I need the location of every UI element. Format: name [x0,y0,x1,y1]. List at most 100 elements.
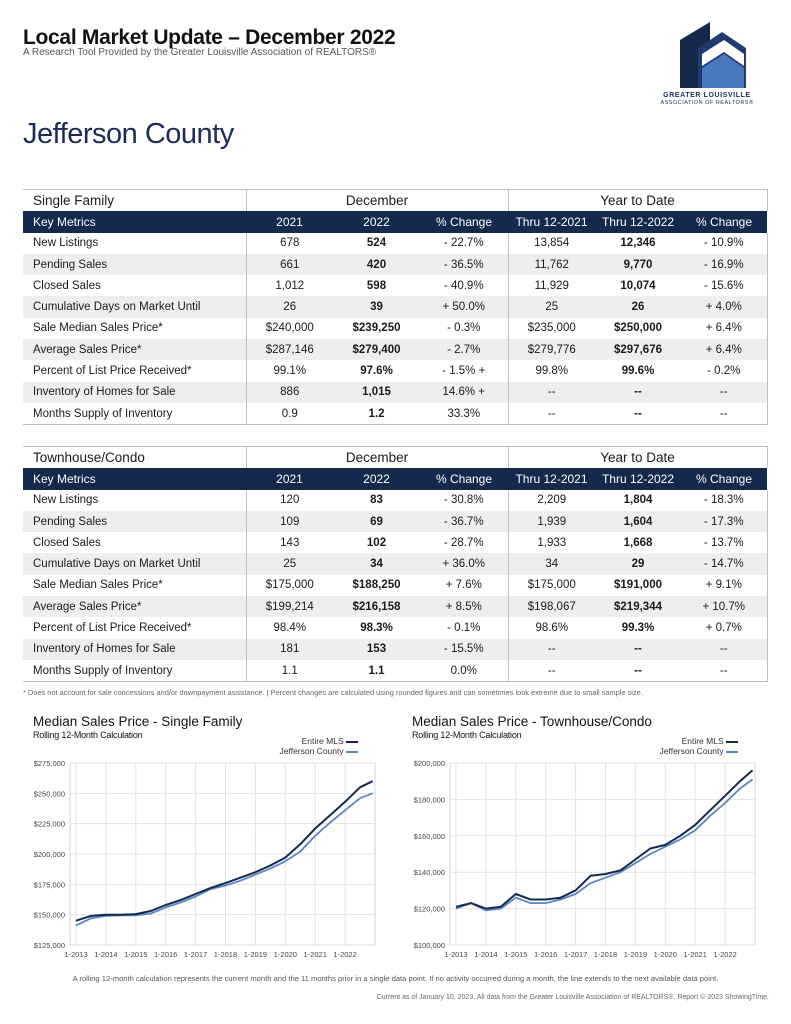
section-title: Townhouse/Condo [23,446,246,469]
column-header: 2021 [246,468,333,490]
metric-value: $198,067 [507,596,595,618]
metric-value: 1.1 [246,659,333,683]
metric-value: 83 [370,494,383,507]
y-tick-label: $250,000 [34,789,65,798]
metric-value: + 36.0% [420,553,508,575]
legend-county: Jefferson County [250,746,358,756]
metric-value: - 13.7% [681,532,768,554]
column-header: Key Metrics [23,468,246,490]
x-tick-label: 1-2018 [214,950,237,959]
metric-value: 181 [246,638,333,660]
table-row: Cumulative Days on Market Until 25 34 + 36.… [23,553,768,575]
metric-label: Percent of List Price Received* [23,617,247,639]
metric-value: 2,209 [507,489,595,511]
metric-value: 1,933 [507,532,595,554]
metric-value: 153 [333,638,420,660]
column-header: 2022 [333,211,420,233]
metric-label: Percent of List Price Received* [23,360,247,382]
group-header-ytd: Year to Date [507,189,768,212]
metric-value: - 18.3% [681,489,768,511]
column-header: % Change [681,468,767,490]
townhouse-condo-price-chart: $100,000 $120,000 $140,000 $160,000 $180,000… [414,759,756,959]
metric-value: 109 [246,510,333,533]
metric-value: $216,158 [333,596,420,618]
x-tick-label: 1-2022 [713,950,736,959]
metric-value: -- [507,638,595,660]
table-row: New Listings 678 524 - 22.7% 13,854 12,346 - 1… [23,232,768,254]
table-row: New Listings 120 83 - 30.8% 2,209 1,804 - 18.3… [23,489,768,511]
metric-label: Sale Median Sales Price* [23,574,247,597]
metric-value: - 22.7% [443,237,484,250]
metric-value: 0.0% [420,659,508,683]
metric-value: + 6.4% [681,339,768,361]
metric-value: -- [507,402,595,426]
association-logo [680,22,746,88]
metric-value: 99.6% [621,365,655,378]
metric-value: - 2.7% [420,339,508,361]
table-row: Closed Sales 143 102 - 28.7% 1,933 1,668 - 13.… [23,532,768,554]
column-header: Key Metrics [23,211,246,233]
metric-value: 98.6% [507,617,595,639]
metric-value: 1,012 [275,279,305,292]
metric-value: + 7.6% [445,579,482,592]
metric-value: 1,015 [333,381,420,403]
chart-title-single-family: Median Sales Price - Single Family [33,714,243,729]
x-tick-label: 1-2015 [504,950,527,959]
x-tick-label: 1-2021 [304,950,327,959]
metric-value: 98.4% [273,622,307,635]
metric-value: $279,400 [333,339,420,361]
metric-value: $175,000 [265,579,314,592]
column-header: Thru 12-2021 [508,211,595,233]
metric-value: - 14.7% [681,553,768,575]
metric-value: 12,346 [620,237,656,250]
y-tick-label: $225,000 [34,820,65,829]
metric-value: 524 [366,237,387,250]
metric-value: 678 [280,237,300,250]
metric-value: 661 [246,253,333,276]
metric-label: Cumulative Days on Market Until [23,296,247,318]
metric-value: - 0.2% [681,360,768,382]
section-title: Single Family [23,189,246,212]
metric-value: - 40.9% [443,279,484,292]
metric-value: 69 [333,510,420,533]
metric-value: -- [595,659,681,683]
metric-label: Inventory of Homes for Sale [23,381,247,403]
column-header: 2022 [333,468,420,490]
x-tick-label: 1-2016 [154,950,177,959]
metric-value: 25 [246,553,333,575]
metric-value: - 36.5% [420,253,508,276]
x-tick-label: 1-2017 [564,950,587,959]
chart-credit: Current as of January 10, 2023. All data… [376,994,769,1001]
x-tick-label: 1-2019 [244,950,267,959]
metric-value: $199,214 [246,596,333,618]
column-header: Thru 12-2022 [595,468,681,490]
metric-value: -- [595,638,681,660]
table-row: Percent of List Price Received* 98.4% 98.3… [23,617,768,639]
metric-value: 0.9 [246,402,333,426]
y-tick-label: $200,000 [414,759,445,768]
metric-value: - 0.1% [447,622,481,635]
column-header: Thru 12-2022 [595,211,681,233]
county-heading: Jefferson County [23,118,234,150]
table-row: Inventory of Homes for Sale 886 1,015 14.6%… [23,381,768,403]
column-header: 2021 [246,211,333,233]
metric-value: 1,604 [595,510,681,533]
metric-value: 34 [507,553,595,575]
metric-value: - 28.7% [443,536,484,549]
metric-value: 97.6% [360,365,393,378]
y-tick-label: $275,000 [34,759,65,768]
x-tick-label: 1-2014 [474,950,497,959]
metric-value: 26 [595,296,681,318]
logo-text-line1: GREATER LOUISVILLE [663,92,751,99]
metric-value: $188,250 [352,579,401,592]
metric-value: + 9.1% [681,574,768,597]
metric-value: 10,074 [620,279,656,292]
table-row: Sale Median Sales Price* $175,000 $188,250… [23,574,768,597]
metric-value: $239,250 [352,322,401,335]
y-tick-label: $160,000 [414,832,445,841]
chart-title-townhouse-condo: Median Sales Price - Townhouse/Condo [412,714,652,729]
metric-value: + 50.0% [420,296,508,318]
metric-value: 98.3% [360,622,393,635]
y-tick-label: $125,000 [34,941,65,950]
metric-label: Pending Sales [23,510,247,533]
